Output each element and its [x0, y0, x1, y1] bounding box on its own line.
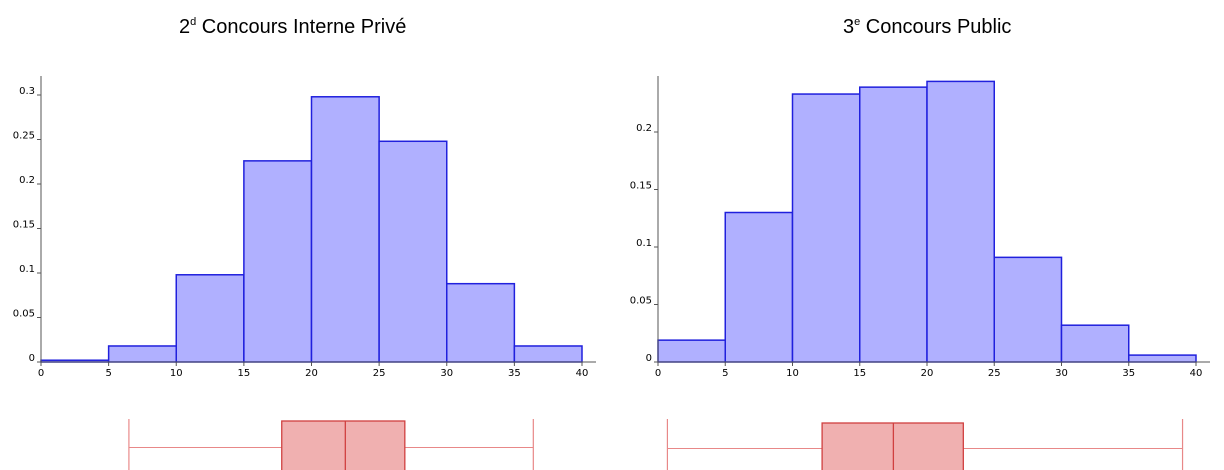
x-tick-label: 20 — [305, 368, 318, 379]
boxplot-left — [128, 419, 534, 470]
x-tick-label: 15 — [238, 368, 251, 379]
histogram-bar — [1060, 324, 1130, 363]
histogram-bar — [1128, 354, 1197, 363]
boxplot-box — [281, 420, 406, 470]
y-tick-label: 0 — [29, 353, 35, 364]
histogram-bar — [791, 93, 861, 363]
y-tick-label: 0.1 — [19, 264, 35, 275]
histogram-right: 0 5 10 15 20 25 30 35 40 0 0.05 0.1 0.15 0.2 — [630, 76, 1210, 379]
histogram-bar — [175, 274, 245, 363]
histogram-bar — [310, 96, 380, 363]
y-tick-label: 0.2 — [636, 123, 652, 134]
y-tick-label: 0.1 — [636, 238, 652, 249]
x-tick-label: 35 — [508, 368, 521, 379]
x-tick-label: 10 — [170, 368, 183, 379]
y-tick-label: 0.2 — [19, 175, 35, 186]
histogram-left: 0 5 10 15 20 25 30 35 40 0 0.05 0.1 0.15 0.2 0.25 0.3 — [13, 76, 596, 379]
histogram-bar — [378, 140, 448, 363]
x-tick-label: 40 — [576, 368, 589, 379]
histogram-bar — [926, 80, 995, 363]
x-tick-label: 0 — [655, 368, 661, 379]
x-tick-label: 15 — [853, 368, 866, 379]
y-tick-label: 0.15 — [13, 220, 35, 231]
histogram-bar — [107, 345, 177, 363]
histogram-bar — [513, 345, 583, 363]
x-tick-label: 0 — [38, 368, 44, 379]
histogram-bar — [993, 256, 1063, 363]
y-tick-label: 0.05 — [13, 309, 35, 320]
y-tick-label: 0.15 — [630, 181, 652, 192]
x-tick-label: 30 — [440, 368, 453, 379]
chart-title-right: 3e Concours Public — [843, 16, 1012, 38]
x-tick-label: 35 — [1122, 368, 1135, 379]
x-tick-label: 30 — [1055, 368, 1068, 379]
boxplot-right — [666, 419, 1184, 470]
boxplot-box — [821, 422, 964, 470]
y-tick-label: 0.05 — [630, 296, 652, 307]
chart-title-left: 2d Concours Interne Privé — [179, 16, 407, 38]
histogram-bar — [446, 282, 516, 363]
histogram-bar — [859, 86, 928, 363]
y-tick-label: 0 — [646, 353, 652, 364]
y-tick-label: 0.25 — [13, 131, 35, 142]
x-tick-label: 10 — [786, 368, 799, 379]
x-tick-label: 25 — [988, 368, 1001, 379]
histogram-bar — [657, 339, 726, 363]
histogram-bar — [724, 211, 794, 363]
histogram-bar — [243, 160, 313, 363]
x-tick-label: 5 — [722, 368, 728, 379]
x-tick-label: 20 — [921, 368, 934, 379]
x-tick-label: 5 — [105, 368, 111, 379]
x-tick-label: 40 — [1190, 368, 1203, 379]
x-tick-label: 25 — [373, 368, 386, 379]
y-tick-label: 0.3 — [19, 86, 35, 97]
